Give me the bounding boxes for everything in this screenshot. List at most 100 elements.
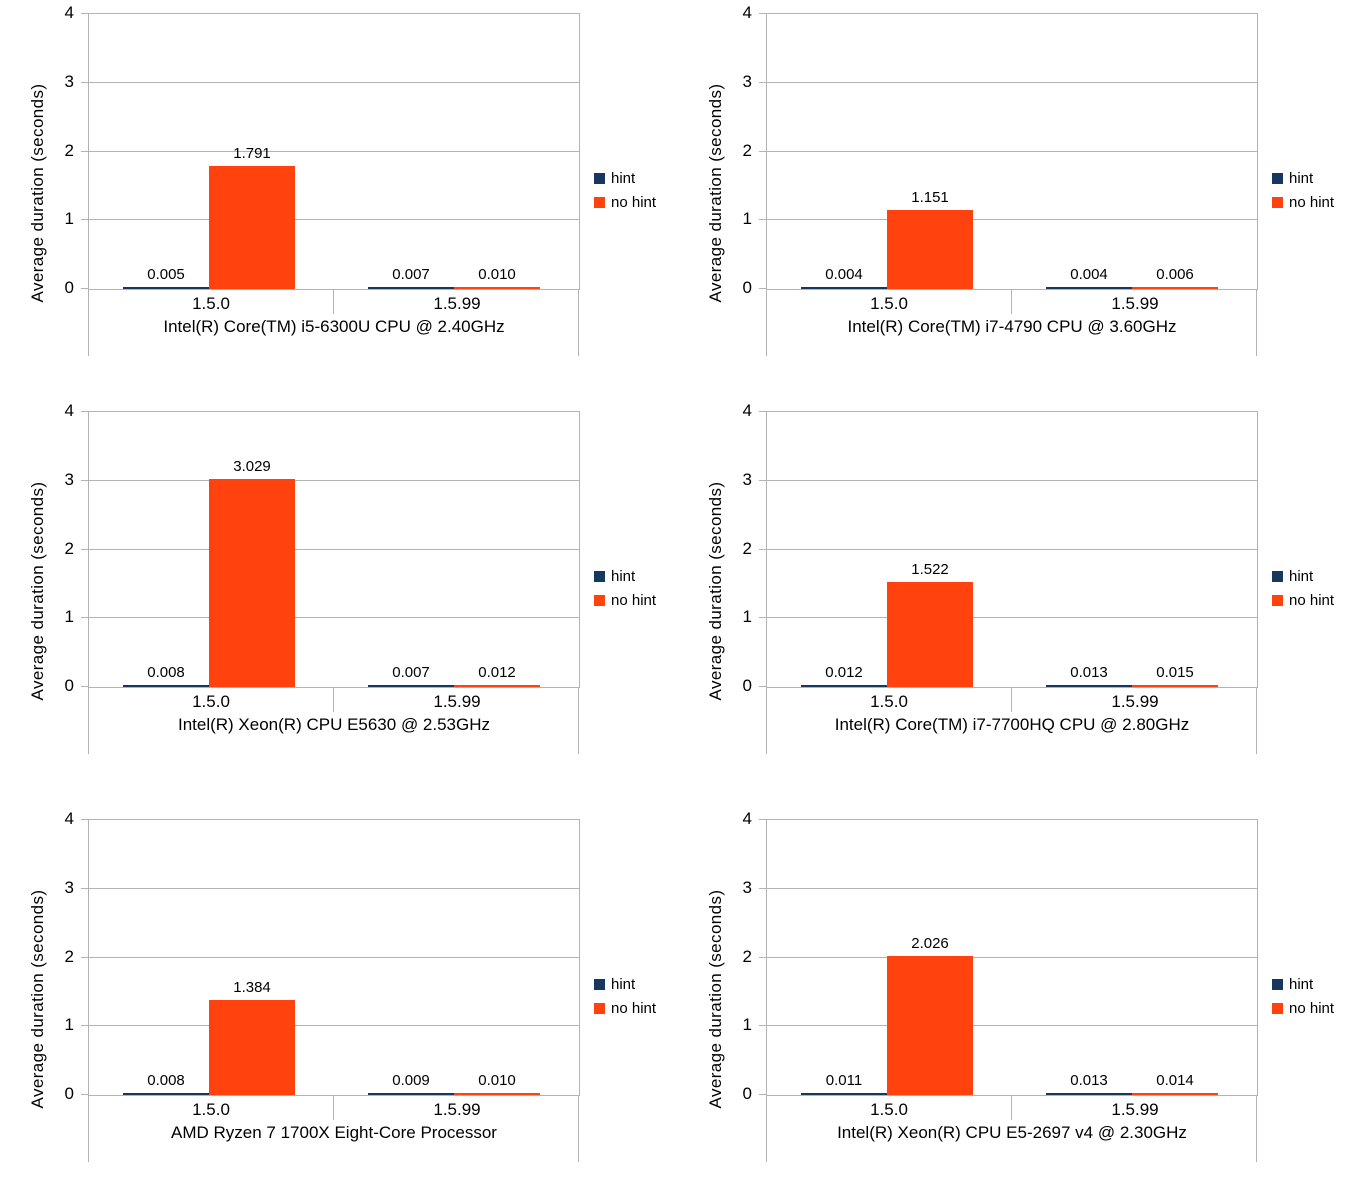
legend: hint no hint (1272, 976, 1334, 1024)
legend-label-no-hint: no hint (611, 592, 657, 609)
gridline (767, 887, 1257, 889)
legend-label-hint: hint (1289, 568, 1314, 585)
y-axis-tick-label: 2 (742, 140, 752, 160)
gridline (89, 548, 579, 550)
value-label: 0.008 (147, 663, 185, 681)
value-label: 0.007 (392, 663, 430, 681)
gridline (767, 81, 1257, 83)
cpu-benchmark-chart: Average duration (seconds) 0.008 3.029 0.0… (0, 398, 678, 806)
axis-end-line-left (88, 289, 89, 356)
bar-hint (368, 286, 454, 289)
y-axis-tick-label: 1 (742, 1015, 752, 1035)
legend-item-hint: hint (1272, 170, 1334, 187)
y-axis-tick-mark (759, 617, 766, 619)
cpu-benchmark-chart: Average duration (seconds) 0.012 1.522 0.0… (678, 398, 1356, 806)
value-label: 0.004 (825, 265, 863, 283)
axis-end-line-right (578, 1095, 579, 1162)
legend-swatch-no-hint (594, 595, 605, 606)
category-label: 1.5.0 (192, 294, 230, 313)
y-axis-tick-mark (759, 887, 766, 889)
legend-item-hint: hint (594, 170, 656, 187)
category-divider (333, 1095, 334, 1120)
y-axis-tick-mark (81, 411, 88, 412)
legend-label-no-hint: no hint (611, 194, 657, 211)
y-axis-tick-mark (81, 617, 88, 619)
y-axis-tick-mark (759, 686, 766, 687)
legend-swatch-hint (594, 173, 605, 184)
y-axis-tick-label: 3 (742, 877, 752, 897)
bar-no-hint (454, 286, 540, 289)
y-axis-tick-label: 3 (742, 71, 752, 91)
legend-item-no-hint: no hint (594, 1000, 656, 1017)
y-axis-tick-mark (81, 13, 88, 14)
value-label: 0.010 (478, 1071, 516, 1089)
gridline (89, 956, 579, 958)
y-axis-title: Average duration (seconds) (706, 889, 725, 1109)
y-axis-title: Average duration (seconds) (28, 83, 47, 303)
axis-end-line-left (766, 1095, 767, 1162)
y-axis-tick-mark (81, 219, 88, 221)
gridline (767, 548, 1257, 550)
y-axis-tick-label: 0 (64, 278, 74, 297)
value-label: 0.014 (1156, 1071, 1194, 1089)
bar-no-hint (887, 582, 973, 687)
bar-hint (1046, 684, 1132, 687)
value-label: 1.151 (911, 188, 949, 206)
legend-item-hint: hint (1272, 976, 1334, 993)
axis-end-line-left (88, 687, 89, 754)
gridline (89, 617, 579, 619)
gridline (767, 219, 1257, 221)
category-divider (333, 687, 334, 712)
legend-label-hint: hint (611, 568, 636, 585)
value-label: 0.015 (1156, 663, 1194, 681)
y-axis-tick-label: 4 (64, 3, 74, 22)
plot-area: 0.011 2.026 0.013 0.014 (766, 819, 1258, 1096)
bar-hint (123, 684, 209, 687)
value-label: 1.522 (911, 561, 949, 579)
plot-area: 0.004 1.151 0.004 0.006 (766, 13, 1258, 290)
y-axis-tick-mark (81, 288, 88, 289)
legend-label-no-hint: no hint (611, 1000, 657, 1017)
y-axis-tick-label: 2 (742, 538, 752, 558)
y-axis-tick-label: 0 (64, 1084, 74, 1103)
cpu-benchmark-chart: Average duration (seconds) 0.011 2.026 0.0… (678, 806, 1356, 1187)
y-axis-tick-mark (81, 819, 88, 820)
y-axis-tick-label: 0 (742, 676, 752, 695)
y-axis-tick-mark (759, 819, 766, 820)
legend-item-no-hint: no hint (594, 194, 656, 211)
gridline (767, 479, 1257, 481)
axis-end-line-right (1256, 1095, 1257, 1162)
y-axis-tick-label: 4 (742, 3, 752, 22)
axis-end-line-right (578, 289, 579, 356)
category-label: 1.5.0 (870, 1100, 908, 1119)
y-axis-tick-mark (81, 81, 88, 83)
y-axis-tick-label: 0 (64, 676, 74, 695)
bar-hint (1046, 1092, 1132, 1095)
plot-area: 0.012 1.522 0.013 0.015 (766, 411, 1258, 688)
y-axis-tick-mark (81, 548, 88, 550)
y-axis-tick-label: 3 (64, 469, 74, 489)
legend-label-no-hint: no hint (1289, 1000, 1335, 1017)
y-axis-tick-label: 4 (742, 401, 752, 420)
value-label: 0.012 (825, 663, 863, 681)
y-axis-tick-mark (759, 548, 766, 550)
bar-no-hint (209, 999, 295, 1095)
y-axis-tick-mark (81, 150, 88, 152)
legend-swatch-hint (1272, 979, 1283, 990)
x-axis-title: Intel(R) Xeon(R) CPU E5-2697 v4 @ 2.30GH… (837, 1123, 1187, 1142)
value-label: 0.013 (1070, 663, 1108, 681)
legend-swatch-no-hint (1272, 595, 1283, 606)
y-axis-tick-label: 4 (64, 809, 74, 828)
bar-hint (368, 684, 454, 687)
y-axis-tick-label: 3 (64, 877, 74, 897)
legend-item-no-hint: no hint (1272, 1000, 1334, 1017)
legend-label-hint: hint (1289, 170, 1314, 187)
gridline (767, 1025, 1257, 1027)
x-axis-title: Intel(R) Core(TM) i5-6300U CPU @ 2.40GHz (163, 317, 505, 336)
cpu-benchmark-chart: Average duration (seconds) 0.004 1.151 0.0… (678, 0, 1356, 398)
y-axis-tick-label: 2 (64, 140, 74, 160)
y-axis-tick-mark (81, 479, 88, 481)
bar-hint (1046, 286, 1132, 289)
legend-item-hint: hint (594, 568, 656, 585)
category-label: 1.5.99 (1111, 294, 1159, 313)
